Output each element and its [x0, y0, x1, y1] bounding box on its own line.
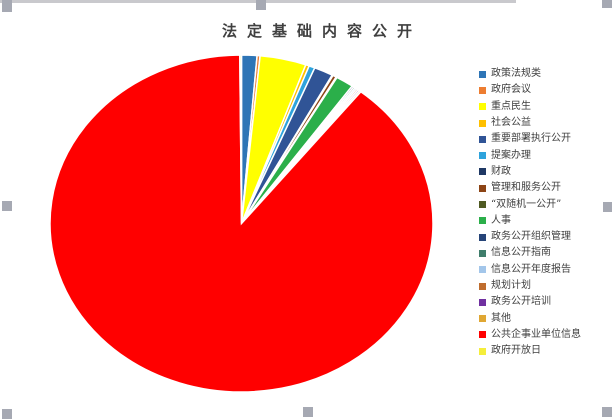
legend-label: 信息公开年度报告	[491, 263, 571, 275]
legend-swatch	[479, 233, 486, 241]
legend-swatch	[479, 282, 486, 290]
selection-handle-bottom-center[interactable]	[303, 407, 313, 417]
legend-swatch	[479, 249, 486, 257]
legend-item[interactable]: 政府开放日	[479, 343, 581, 359]
legend-item[interactable]: 管理和服务公开	[479, 180, 581, 196]
legend-swatch	[479, 201, 486, 209]
legend-item[interactable]: 政策法规类	[479, 66, 581, 82]
legend-label: 政府会议	[491, 84, 531, 96]
legend-label: 政务公开组织管理	[491, 231, 571, 243]
pie-slice[interactable]: 公共企事业单位信息	[49, 54, 434, 393]
selection-handle-top-center[interactable]	[256, 0, 266, 10]
legend-label: 人事	[491, 214, 511, 226]
legend-item[interactable]: 其他	[479, 310, 581, 326]
legend-label: 政务公开培训	[491, 296, 551, 308]
chart-legend[interactable]: 政策法规类政府会议重点民生社会公益重要部署执行公开 提案办理财政管理和服务公开 “双…	[479, 66, 581, 359]
legend-swatch	[479, 86, 486, 94]
legend-item[interactable]: “双随机一公开”	[479, 196, 581, 212]
legend-swatch	[479, 70, 486, 78]
legend-label: 公共企事业单位信息	[491, 328, 581, 340]
legend-swatch	[479, 152, 486, 160]
selection-handle-top-right[interactable]	[602, 0, 612, 8]
legend-label: 社会公益	[491, 117, 531, 129]
legend-item[interactable]: 重要部署执行公开	[479, 131, 581, 147]
legend-swatch	[479, 347, 486, 355]
legend-label: 政策法规类	[491, 68, 541, 80]
legend-label: 规划计划	[491, 280, 531, 291]
legend-label: 管理和服务公开	[491, 182, 561, 194]
legend-item[interactable]: 公共企事业单位信息	[479, 327, 581, 343]
legend-swatch	[479, 217, 486, 225]
legend-swatch	[479, 331, 486, 339]
legend-swatch	[479, 135, 486, 143]
legend-item[interactable]: 社会公益	[479, 115, 581, 131]
legend-item[interactable]: 财政	[479, 164, 581, 180]
legend-swatch	[479, 168, 486, 176]
legend-swatch	[479, 266, 486, 274]
legend-item[interactable]: 信息公开年度报告	[479, 262, 581, 278]
legend-item[interactable]: 政务公开培训	[479, 294, 581, 310]
legend-swatch	[479, 315, 486, 323]
selection-handle-middle-right[interactable]	[603, 202, 612, 212]
legend-item[interactable]: 重点民生	[479, 99, 581, 115]
selection-handle-top-left[interactable]	[2, 0, 12, 12]
legend-label: 提案办理	[491, 149, 531, 161]
legend-item[interactable]: 提案办理	[479, 147, 581, 163]
legend-swatch	[479, 119, 486, 127]
pie-slice[interactable]: 政府开放日	[239, 54, 243, 224]
legend-label: 其他	[491, 312, 511, 324]
legend-item[interactable]: 政府会议	[479, 82, 581, 98]
selection-handle-bottom-left[interactable]	[2, 409, 12, 419]
legend-label: 重要部署执行公开	[491, 133, 571, 145]
selection-handle-bottom-right[interactable]	[602, 407, 612, 417]
legend-item[interactable]: 人事	[479, 213, 581, 229]
legend-label: 重点民生	[491, 100, 531, 112]
chart-title[interactable]: 法定基础内容公开	[222, 22, 423, 40]
legend-item[interactable]: 政务公开组织管理	[479, 229, 581, 245]
legend-item[interactable]: 规划计划	[479, 278, 581, 294]
legend-item[interactable]: 信息公开指南	[479, 245, 581, 261]
legend-swatch	[479, 184, 486, 192]
legend-label: 财政	[491, 165, 511, 177]
legend-label: 信息公开指南	[491, 247, 551, 259]
legend-swatch	[479, 298, 486, 306]
selection-handle-middle-left[interactable]	[2, 201, 12, 211]
legend-label: 政府开放日	[491, 345, 541, 357]
legend-swatch	[479, 103, 486, 111]
legend-label: “双随机一公开”	[491, 198, 562, 210]
